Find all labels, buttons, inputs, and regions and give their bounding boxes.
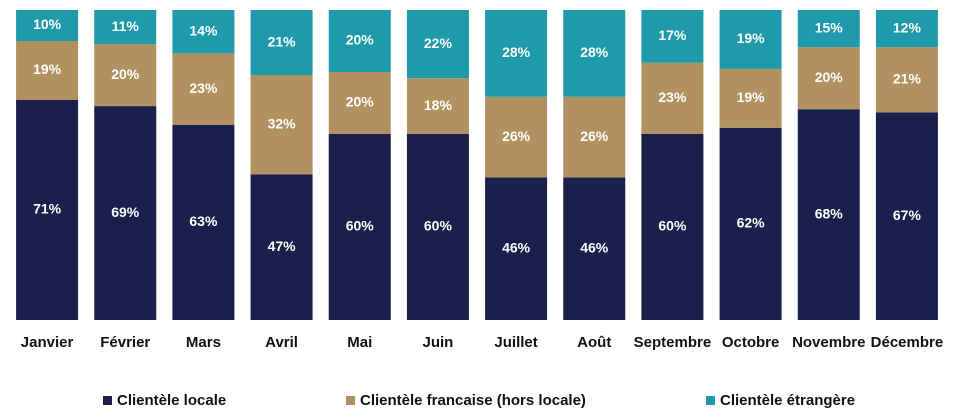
value-label: 47% (268, 238, 297, 254)
bar-segment (250, 174, 313, 320)
bar-segment (172, 53, 235, 125)
value-label: 62% (737, 215, 766, 231)
x-tick-label: Avril (265, 334, 298, 351)
x-tick-label: Janvier (21, 334, 74, 351)
legend-label: Clientèle locale (117, 392, 226, 409)
value-label: 63% (189, 213, 218, 229)
value-label: 21% (268, 33, 297, 49)
value-label: 28% (580, 44, 609, 60)
value-label: 18% (424, 97, 453, 113)
bar-segment (641, 134, 704, 320)
bar-segment (16, 99, 79, 320)
bar-segment (94, 10, 157, 45)
value-label: 26% (580, 128, 609, 144)
value-label: 26% (502, 128, 531, 144)
legend-swatch (103, 396, 112, 405)
value-label: 60% (346, 218, 375, 234)
value-label: 14% (189, 22, 218, 38)
bar-segment (719, 68, 782, 128)
x-tick-label: Mars (186, 334, 221, 351)
bar-segment (406, 78, 469, 134)
bar-segment (328, 72, 391, 134)
bar-segment (16, 41, 79, 100)
x-tick-label: Décembre (871, 334, 944, 351)
value-label: 67% (893, 207, 922, 223)
value-label: 68% (815, 205, 844, 221)
legend-label: Clientèle francaise (hors locale) (360, 392, 586, 409)
value-label: 23% (189, 80, 218, 96)
bar-segment (328, 134, 391, 320)
value-label: 15% (815, 19, 844, 35)
bar-segment (641, 10, 704, 63)
value-label: 46% (580, 239, 609, 255)
value-label: 60% (658, 218, 687, 234)
bar-segment (250, 10, 313, 76)
value-label: 69% (111, 204, 140, 220)
bar-segment (563, 96, 626, 178)
legend-label: Clientèle étrangère (720, 392, 855, 409)
x-tick-label: Septembre (634, 334, 712, 351)
bar-segment (875, 47, 938, 113)
value-label: 20% (346, 94, 375, 110)
bar-segment (250, 75, 313, 175)
bar-segment (641, 62, 704, 135)
bar-segment (94, 44, 157, 107)
bar-segment (406, 134, 469, 320)
value-label: 71% (33, 201, 62, 217)
value-label: 28% (502, 44, 531, 60)
bar-segment (485, 177, 548, 320)
value-label: 22% (424, 35, 453, 51)
bar-segment (875, 112, 938, 320)
bar-segment (94, 106, 157, 320)
x-tick-label: Octobre (722, 334, 780, 351)
bar-segment (797, 47, 860, 110)
x-tick-label: Mai (347, 334, 372, 351)
value-label: 11% (112, 18, 140, 34)
value-label: 46% (502, 239, 531, 255)
value-label: 60% (424, 218, 453, 234)
bar-segment (485, 96, 548, 178)
bar-segment (875, 10, 938, 48)
legend-swatch (706, 396, 715, 405)
x-tick-label: Juin (422, 334, 453, 351)
value-label: 20% (346, 32, 375, 48)
bar-segment (406, 10, 469, 79)
value-label: 10% (33, 16, 62, 32)
bar-segment (719, 10, 782, 69)
value-label: 19% (737, 89, 766, 105)
bar-segment (797, 109, 860, 320)
x-tick-label: Juillet (494, 334, 537, 351)
value-label: 19% (737, 30, 766, 46)
value-label: 21% (893, 70, 922, 86)
x-tick-label: Novembre (792, 334, 865, 351)
value-label: 19% (33, 61, 62, 77)
bar-segment (328, 10, 391, 72)
legend-swatch (346, 396, 355, 405)
value-label: 23% (658, 89, 687, 105)
bar-segment (485, 10, 548, 97)
bar-segment (797, 10, 860, 48)
value-label: 20% (111, 66, 140, 82)
bar-segment (16, 10, 79, 41)
bar-segment (563, 177, 626, 320)
bar-segment (563, 10, 626, 97)
bar-segment (172, 10, 235, 54)
plot-area (16, 10, 938, 320)
x-tick-label: Février (100, 334, 150, 351)
value-label: 32% (268, 115, 297, 131)
x-tick-label: Août (577, 334, 611, 351)
value-label: 12% (893, 19, 922, 35)
value-label: 17% (658, 27, 687, 43)
value-label: 20% (815, 69, 844, 85)
bar-segment (172, 124, 235, 320)
bar-segment (719, 127, 782, 320)
